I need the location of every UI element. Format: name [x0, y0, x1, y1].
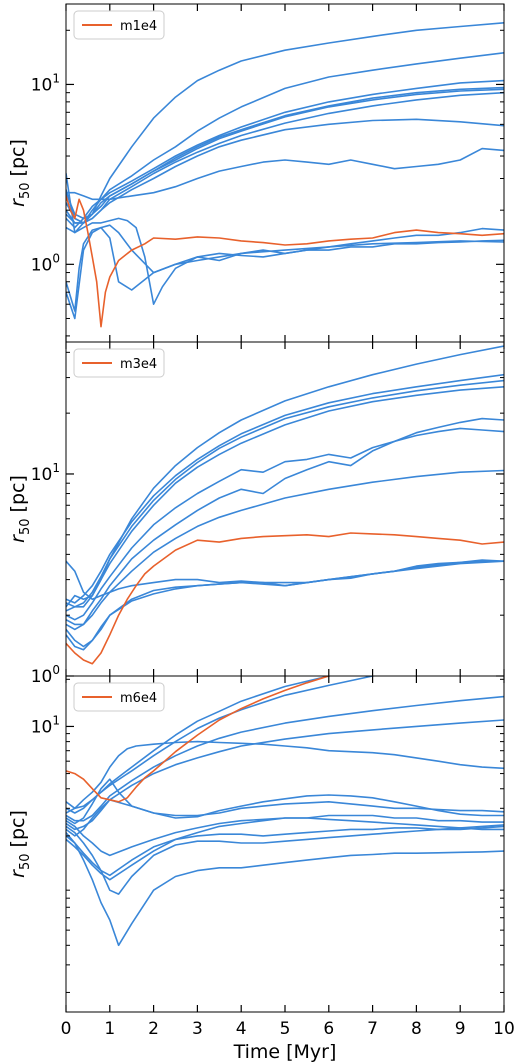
legend-box: [73, 10, 165, 40]
legend-box: [73, 682, 165, 712]
panel-1: 100 101 r50 [pc] m1e4: [7, 3, 505, 343]
series-line-highlight: [66, 532, 504, 665]
series-line-3: [66, 373, 504, 604]
series-line-4: [66, 379, 504, 612]
x-axis-label: Time [Myr]: [233, 1041, 337, 1062]
series-line-12: [66, 226, 504, 320]
legend: m1e4: [73, 10, 165, 40]
x-tick-label: 4: [236, 1019, 247, 1039]
x-tick-label: 5: [280, 1019, 291, 1039]
y-tick-label: 100: [31, 663, 60, 687]
legend-box: [73, 348, 165, 378]
series-line-highlight: [66, 195, 504, 328]
x-tick-label: 2: [148, 1019, 159, 1039]
y-tick-label: 101: [31, 713, 60, 737]
series-line-7: [66, 88, 504, 220]
x-tick-label: 8: [411, 1019, 422, 1039]
y-tick-label: 101: [31, 461, 60, 485]
x-tick-label: 6: [323, 1019, 334, 1039]
x-tick-label: 9: [455, 1019, 466, 1039]
series-line-8: [66, 469, 504, 626]
series-group: [66, 345, 504, 665]
series-line-9: [66, 814, 504, 881]
x-tick-label: 10: [493, 1019, 515, 1039]
series-line-13: [66, 831, 504, 947]
axes-frame: [65, 3, 505, 343]
legend-label: m6e4: [120, 691, 157, 706]
series-line-8: [66, 118, 504, 224]
y-axis-label: r50 [pc]: [7, 810, 33, 878]
series-line-6: [66, 427, 504, 621]
series-line-3: [66, 676, 378, 810]
legend: m6e4: [73, 682, 165, 712]
axes-frame: [65, 675, 505, 1013]
series-line-5: [66, 719, 504, 831]
x-tick-label: 1: [104, 1019, 115, 1039]
series-line-4: [66, 79, 504, 229]
series-line-8: [66, 798, 504, 837]
series-group: [66, 676, 504, 947]
series-line-11: [66, 560, 504, 651]
x-tick-label: 3: [192, 1019, 203, 1039]
y-axis-label: r50 [pc]: [7, 139, 33, 207]
series-line-7: [66, 417, 504, 631]
series-line-11: [66, 224, 504, 312]
series-line-4: [66, 695, 504, 822]
series-line-10: [66, 817, 504, 857]
series-line-7: [66, 778, 504, 825]
series-group: [66, 21, 504, 328]
series-line-2: [66, 345, 504, 608]
legend-label: m3e4: [120, 357, 157, 372]
series-line-9: [66, 559, 504, 601]
x-tick-label: 0: [61, 1019, 72, 1039]
y-axis-label: r50 [pc]: [7, 475, 33, 543]
series-line-10: [66, 560, 504, 648]
series-line-3: [66, 51, 504, 234]
series-line-5: [66, 385, 504, 608]
series-line-10: [66, 172, 504, 306]
series-line-highlight: [66, 676, 332, 803]
x-tick-label: 7: [367, 1019, 378, 1039]
y-tick-label: 100: [31, 251, 60, 275]
series-line-5: [66, 86, 504, 224]
series-line-11: [66, 825, 504, 877]
series-line-9: [66, 147, 504, 201]
series-line-12: [66, 824, 504, 895]
legend: m3e4: [73, 348, 165, 378]
legend-label: m1e4: [120, 19, 157, 34]
series-line-6: [66, 740, 504, 814]
y-tick-label: 101: [31, 71, 60, 95]
